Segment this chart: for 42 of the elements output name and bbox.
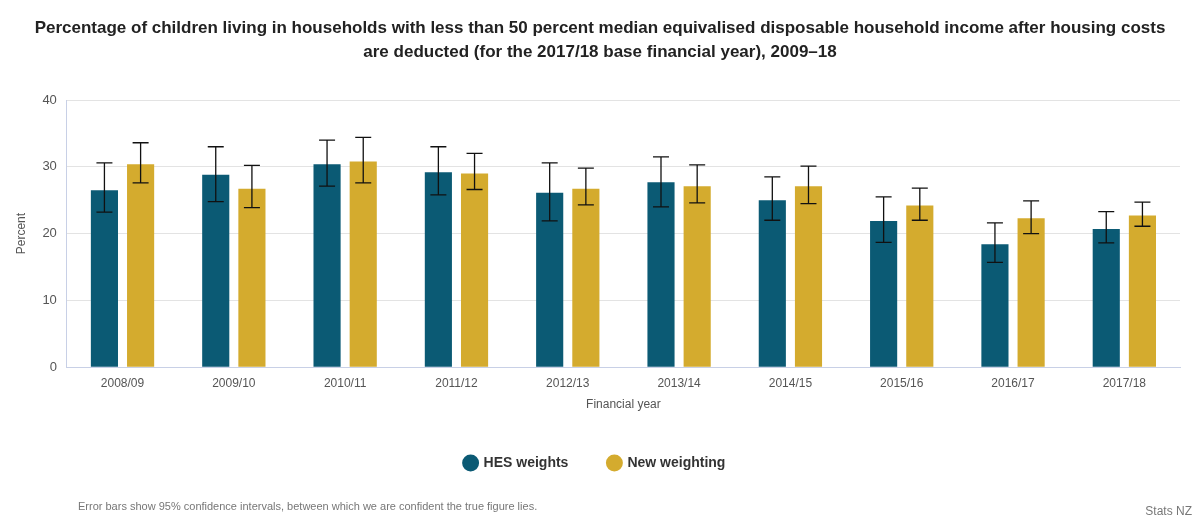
- chart-title: Percentage of children living in households with less than 50 percent median equivalised disposable household income after housing costs are deducted (for the 2017/18 base financial year), 2009–18: [33, 17, 1167, 63]
- bar: [1017, 218, 1045, 367]
- x-tick-label: 2010/11: [323, 375, 367, 390]
- bar: [90, 190, 118, 367]
- bar: [460, 173, 489, 367]
- bar: [238, 188, 266, 367]
- legend-label: New weighting: [627, 453, 726, 470]
- bar: [572, 188, 600, 367]
- bar: [313, 164, 341, 367]
- y-axis-title: Percent: [13, 212, 28, 255]
- bar: [1092, 228, 1120, 367]
- x-tick-label: 2016/17: [991, 375, 1036, 390]
- x-tick-label: 2013/14: [657, 375, 702, 390]
- bar: [127, 164, 155, 367]
- y-tick-label: 0: [49, 358, 57, 374]
- x-tick-label: 2008/09: [100, 375, 145, 390]
- bar: [349, 161, 377, 367]
- bar: [647, 182, 675, 367]
- text: Error bars show 95% confidence intervals, between which we are confident the true figure lies.: [78, 500, 538, 512]
- x-tick-label: 2017/18: [1102, 375, 1147, 390]
- legend-label: HES weights: [483, 453, 569, 470]
- x-tick-label: 2009/10: [212, 375, 256, 390]
- bar: [906, 205, 934, 367]
- y-tick-label: 30: [42, 158, 57, 174]
- text: Stats NZ: [1145, 504, 1192, 518]
- bar: [424, 172, 452, 367]
- bar: [683, 186, 711, 367]
- y-tick-label: 10: [42, 291, 57, 307]
- bar: [1128, 215, 1156, 367]
- bar: [536, 192, 564, 367]
- x-tick-label: 2014/15: [768, 375, 813, 390]
- x-tick-label: 2011/12: [435, 375, 479, 390]
- bar: [758, 200, 786, 367]
- bar: [202, 174, 230, 367]
- bar: [981, 244, 1009, 367]
- y-tick-label: 20: [42, 225, 57, 241]
- y-tick-label: 40: [42, 91, 57, 107]
- x-tick-label: 2015/16: [880, 375, 924, 390]
- bar: [794, 186, 823, 367]
- x-tick-label: 2012/13: [546, 375, 590, 390]
- bar: [870, 220, 898, 367]
- x-axis-title: Financial year: [586, 397, 661, 412]
